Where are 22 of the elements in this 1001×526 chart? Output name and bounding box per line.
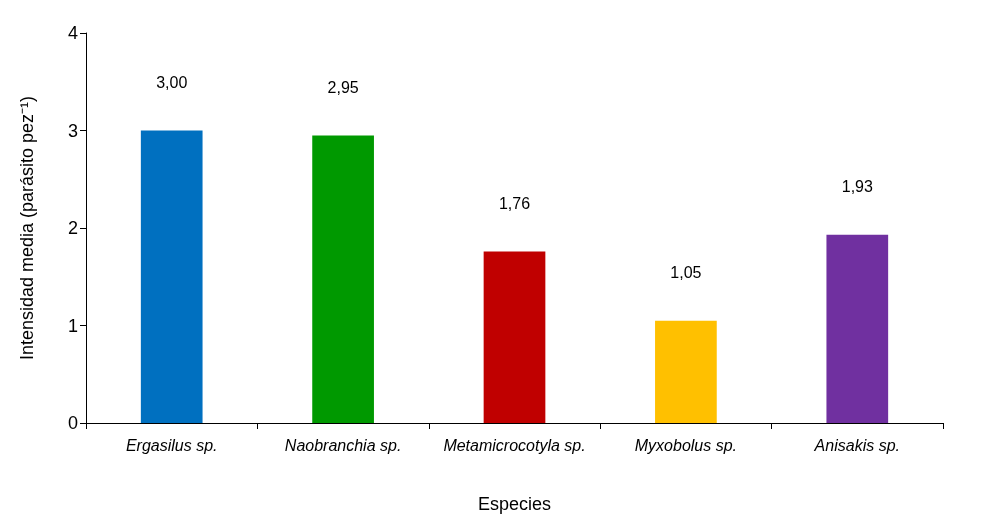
- y-tick-label: 3: [67, 120, 78, 141]
- data-label: 1,93: [841, 178, 873, 196]
- data-label: 2,95: [327, 78, 359, 96]
- data-label: 1,76: [498, 194, 531, 212]
- y-axis-title: Intensidad media (parásito pez⁻¹): [17, 95, 37, 361]
- y-tick-label: 1: [67, 315, 78, 336]
- bar: [140, 130, 203, 423]
- y-tick-label: 0: [67, 413, 78, 433]
- y-tick-label: 4: [67, 23, 78, 43]
- x-tick-label: Metamicrocotyla sp.: [443, 436, 586, 454]
- data-label: 3,00: [156, 74, 188, 91]
- bar: [655, 320, 717, 423]
- x-tick-label: Anisakis sp.: [813, 436, 900, 454]
- bar: [483, 251, 546, 423]
- bar: [826, 234, 889, 423]
- data-label: 1,05: [670, 264, 702, 282]
- x-axis-title: Especies: [477, 494, 552, 514]
- x-tick-label: Myxobolus sp.: [634, 436, 738, 454]
- bar: [312, 135, 374, 423]
- y-tick-label: 2: [67, 218, 78, 238]
- x-tick-label: Ergasilus sp.: [125, 436, 218, 454]
- x-tick-label: Naobranchia sp.: [284, 436, 402, 454]
